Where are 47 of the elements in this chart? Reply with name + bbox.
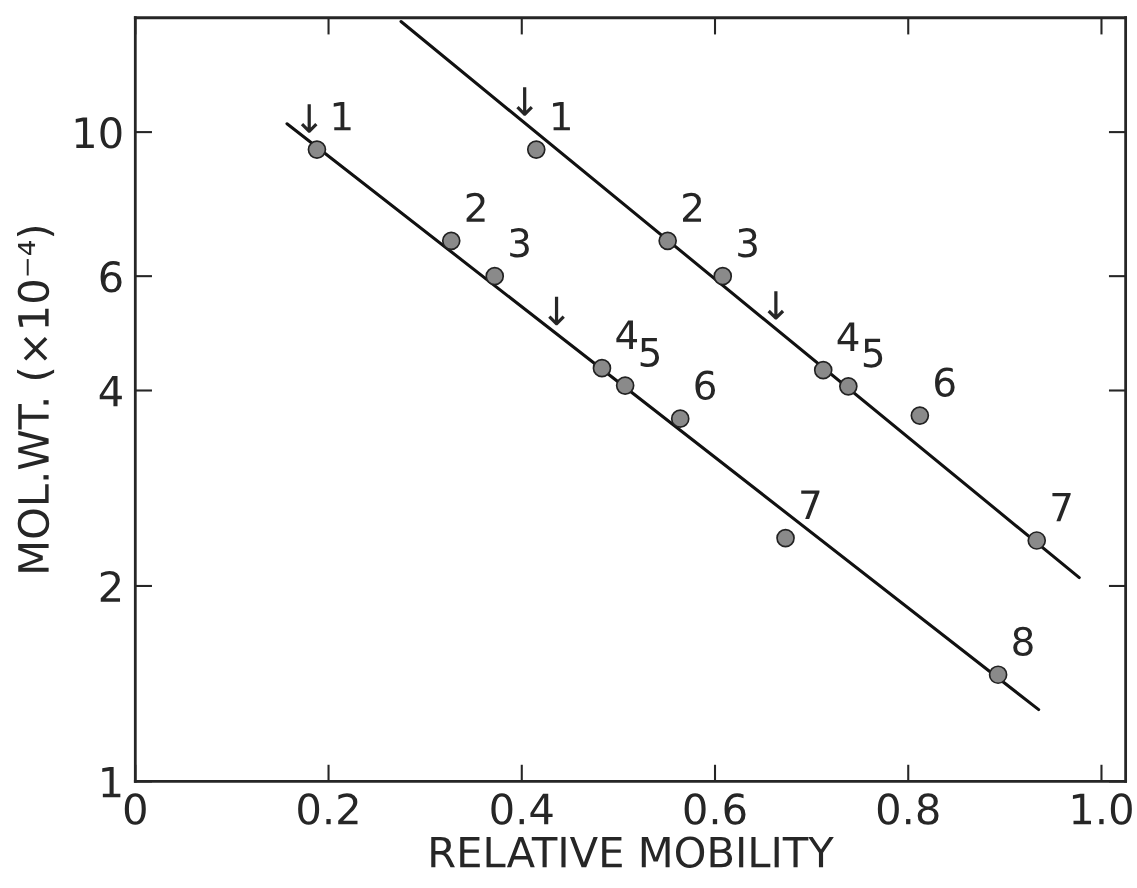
y-tick-label: 1 bbox=[102, 766, 121, 798]
annotation: 4 bbox=[616, 320, 638, 349]
point bbox=[670, 409, 690, 428]
annotation: 5 bbox=[640, 338, 659, 367]
point bbox=[776, 528, 795, 548]
point bbox=[910, 406, 930, 425]
point bbox=[485, 266, 505, 286]
point bbox=[526, 140, 546, 159]
annotation: 8 bbox=[1013, 626, 1033, 657]
point bbox=[615, 376, 635, 395]
annotation: 7 bbox=[1052, 492, 1071, 522]
annotation: 1 bbox=[333, 102, 351, 131]
x-tick-label: 0 bbox=[124, 793, 146, 825]
annotation: 1 bbox=[553, 102, 570, 131]
point bbox=[592, 358, 612, 378]
annotation: 2 bbox=[466, 192, 485, 222]
point bbox=[988, 665, 1008, 685]
point bbox=[441, 231, 461, 251]
point bbox=[838, 376, 858, 396]
annotation: 5 bbox=[863, 338, 883, 368]
annotation: 2 bbox=[683, 192, 702, 222]
annotation: 4 bbox=[837, 322, 859, 351]
annotation: ↓ bbox=[767, 291, 785, 320]
x-tick-label: 0.8 bbox=[877, 793, 939, 825]
annotation: ↓ bbox=[516, 87, 533, 116]
annotation: 6 bbox=[935, 367, 955, 397]
annotation: ↓ bbox=[548, 296, 565, 326]
annotation: 7 bbox=[801, 490, 820, 519]
point bbox=[713, 266, 733, 286]
y-axis-title: MOL.WT. (×10⁻⁴) bbox=[17, 226, 55, 572]
x-tick-label: 0.2 bbox=[298, 793, 358, 825]
y-tick-label: 6 bbox=[100, 261, 122, 293]
point bbox=[658, 231, 678, 251]
x-tick-label: 1.0 bbox=[1072, 793, 1132, 825]
annotation: 3 bbox=[738, 228, 757, 258]
x-tick-label: 0.6 bbox=[684, 793, 746, 825]
annotation: 3 bbox=[510, 228, 529, 258]
y-tick-label: 2 bbox=[100, 570, 121, 602]
point bbox=[1027, 531, 1047, 550]
annotation: 6 bbox=[695, 370, 716, 400]
y-tick-label: 4 bbox=[99, 375, 122, 407]
point bbox=[813, 360, 833, 380]
x-axis-title: RELATIVE MOBILITY bbox=[431, 836, 834, 868]
annotation: ↓ bbox=[300, 104, 318, 133]
point bbox=[307, 140, 327, 159]
x-tick-label: 0.4 bbox=[491, 793, 553, 825]
y-tick-label: 10 bbox=[75, 117, 122, 149]
